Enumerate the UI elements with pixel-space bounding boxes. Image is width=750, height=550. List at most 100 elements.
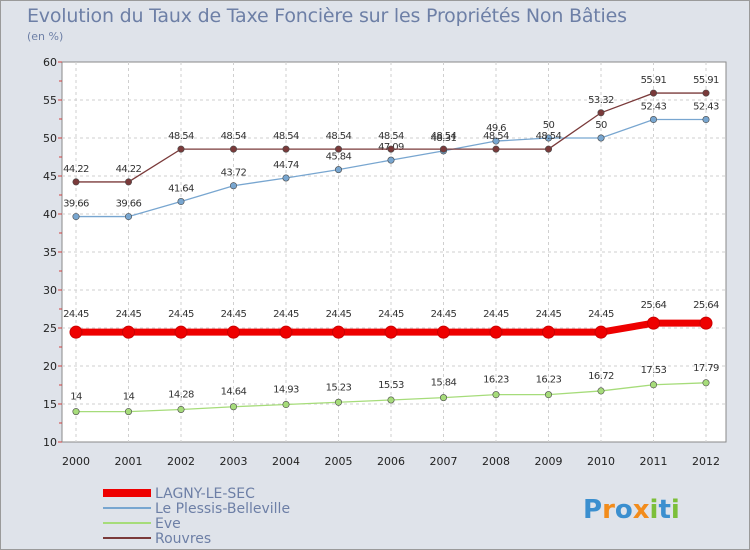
data-point xyxy=(597,109,605,117)
data-label: 45.84 xyxy=(326,152,352,163)
data-label: 48.54 xyxy=(273,131,299,142)
y-tick-label: 15 xyxy=(43,398,57,411)
data-label: 55.91 xyxy=(641,75,667,86)
data-label: 48.54 xyxy=(483,131,509,142)
data-point xyxy=(72,408,80,416)
data-point xyxy=(649,116,657,124)
data-label: 48.31 xyxy=(431,133,457,144)
x-tick-label: 2006 xyxy=(377,455,405,468)
x-axis-ticks: 2000 2001 2002 2003 2004 2005 2006 2007 2008 2009… xyxy=(62,455,720,468)
data-point xyxy=(387,145,395,153)
x-tick-label: 2010 xyxy=(587,455,615,468)
data-point xyxy=(544,134,552,142)
data-label: 24.45 xyxy=(116,309,142,320)
data-point xyxy=(227,325,240,339)
legend-label: Le Plessis-Belleville xyxy=(155,501,290,517)
data-label: 14.28 xyxy=(168,389,194,400)
data-label: 24.45 xyxy=(588,309,614,320)
data-point xyxy=(177,198,185,206)
data-point xyxy=(334,398,342,406)
data-point xyxy=(125,408,133,416)
legend-label: Eve xyxy=(155,516,181,532)
x-tick-label: 2012 xyxy=(692,455,720,468)
y-tick-label: 45 xyxy=(43,170,57,183)
data-point xyxy=(72,178,80,186)
y-tick-label: 20 xyxy=(43,360,57,373)
legend-label: Rouvres xyxy=(155,531,211,547)
data-label: 50 xyxy=(595,120,607,131)
data-label: 17.79 xyxy=(693,363,719,374)
data-point xyxy=(177,145,185,153)
y-axis-ticks: 10 15 20 25 30 35 40 45 50 55 60 xyxy=(43,56,62,449)
data-point xyxy=(279,325,293,339)
data-label: 49.6 xyxy=(486,123,506,134)
data-label: 44.74 xyxy=(273,160,299,171)
data-label: 48.54 xyxy=(326,131,352,142)
y-tick-label: 10 xyxy=(43,436,57,449)
y-tick-label: 35 xyxy=(43,246,57,259)
data-point xyxy=(282,401,290,409)
data-point xyxy=(492,391,500,399)
x-tick-label: 2002 xyxy=(167,455,195,468)
x-tick-label: 2005 xyxy=(325,455,353,468)
chart-title: Evolution du Taux de Taxe Foncière sur l… xyxy=(27,5,627,27)
data-point xyxy=(542,325,555,339)
chart-subtitle: (en %) xyxy=(27,30,64,43)
data-label: 24.45 xyxy=(483,309,509,320)
data-label: 55.91 xyxy=(693,75,719,86)
data-label: 48.54 xyxy=(378,131,404,142)
x-tick-label: 2001 xyxy=(115,455,143,468)
data-point xyxy=(492,145,500,153)
series-group: 14 14 14.28 14.64 14.93 15.23 15.53 15.84 16.23 1… xyxy=(63,75,720,416)
data-label: 41.64 xyxy=(168,184,194,195)
data-label: 15.84 xyxy=(431,378,457,389)
data-label: 48.54 xyxy=(536,131,562,142)
data-label: 39.66 xyxy=(63,199,89,210)
data-label: 52.43 xyxy=(693,102,719,113)
y-tick-label: 50 xyxy=(43,132,57,145)
data-point xyxy=(437,325,450,339)
y-tick-label: 40 xyxy=(43,208,57,221)
data-point xyxy=(384,325,398,339)
data-point xyxy=(177,405,185,413)
data-point xyxy=(174,325,188,339)
data-point xyxy=(702,116,710,124)
data-label: 17.53 xyxy=(641,365,667,376)
data-point xyxy=(702,379,710,387)
data-point xyxy=(439,394,447,402)
data-point xyxy=(702,89,710,97)
data-label: 24.45 xyxy=(431,309,457,320)
data-label: 15.23 xyxy=(326,382,352,393)
data-point xyxy=(125,213,133,221)
data-point xyxy=(282,174,290,182)
data-point xyxy=(69,325,83,339)
data-point xyxy=(332,325,345,339)
data-point xyxy=(544,145,552,153)
data-point xyxy=(647,316,660,330)
data-label: 39.66 xyxy=(116,199,142,210)
data-point xyxy=(649,381,657,389)
data-label: 48.54 xyxy=(168,131,194,142)
data-label: 24.45 xyxy=(326,309,352,320)
data-point xyxy=(699,316,713,330)
data-label: 14 xyxy=(70,392,82,403)
data-point xyxy=(230,145,238,153)
legend-label: LAGNY-LE-SEC xyxy=(155,486,255,502)
data-label: 24.45 xyxy=(63,309,89,320)
y-tick-label: 60 xyxy=(43,56,57,69)
data-label: 25.64 xyxy=(693,300,719,311)
data-label: 44.22 xyxy=(116,164,142,175)
data-point xyxy=(649,89,657,97)
data-label: 52.43 xyxy=(641,102,667,113)
data-point xyxy=(387,156,395,164)
data-label: 16.23 xyxy=(483,375,509,386)
data-point xyxy=(72,213,80,221)
data-point xyxy=(230,403,238,411)
svg-text:Proxiti: Proxiti xyxy=(583,495,680,525)
x-tick-label: 2008 xyxy=(482,455,510,468)
data-point xyxy=(597,387,605,395)
data-point xyxy=(544,391,552,399)
